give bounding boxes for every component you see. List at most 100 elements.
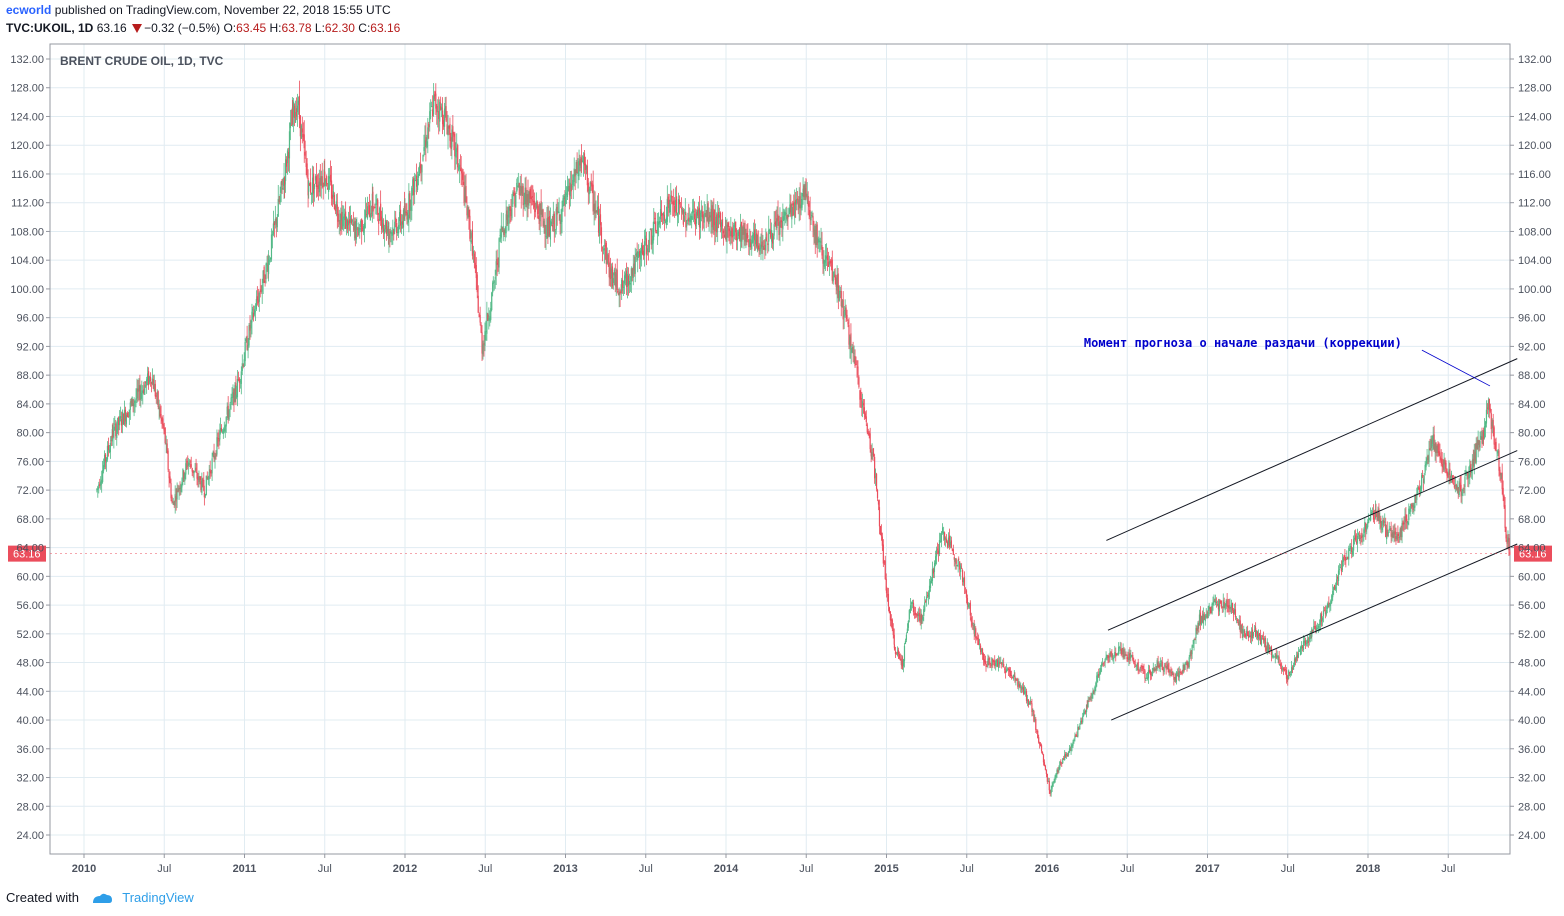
candle-body (805, 193, 807, 198)
candle-body (605, 242, 607, 265)
candle-body (446, 124, 448, 135)
candle-body (718, 212, 720, 218)
candle-body (514, 190, 516, 207)
candle-body (630, 268, 632, 282)
candle (850, 345, 852, 365)
candle (1185, 661, 1187, 666)
candle (556, 198, 558, 226)
candle (573, 157, 575, 187)
candle-body (286, 150, 289, 164)
candle (725, 220, 727, 242)
candle (1128, 649, 1130, 667)
candle-body (407, 214, 409, 223)
candle (982, 652, 985, 666)
candle (342, 205, 344, 230)
candle-body (754, 229, 756, 241)
candle-body (1421, 475, 1423, 489)
candle (348, 206, 351, 231)
candle (306, 158, 308, 179)
candle (735, 221, 737, 241)
candle-body (235, 394, 238, 398)
candle-body (954, 558, 956, 562)
candle-body (113, 426, 115, 439)
candle-body (328, 175, 330, 192)
candle (777, 200, 779, 226)
candle (676, 212, 679, 227)
candle-body (710, 208, 712, 221)
candle (407, 210, 409, 226)
candle (1005, 663, 1008, 673)
y-axis-left[interactable]: 132.00128.00124.00120.00116.00112.00108.… (10, 54, 50, 842)
candle (1290, 670, 1292, 678)
candle (228, 408, 230, 421)
candle (1350, 542, 1352, 554)
y-axis-right[interactable]: 132.00128.00124.00120.00116.00112.00108.… (1510, 54, 1552, 842)
candle-body (430, 109, 432, 111)
candle (1095, 681, 1097, 692)
candle-body (1179, 671, 1181, 673)
candle (272, 210, 275, 237)
candle-body (754, 234, 757, 245)
candle (271, 230, 274, 249)
candle (1233, 603, 1236, 615)
candle (891, 618, 893, 632)
candle-body (136, 388, 138, 399)
candle (935, 546, 938, 565)
candle-body (251, 311, 253, 323)
candle-body (199, 476, 201, 481)
candle-body (848, 324, 850, 345)
candle-body (527, 193, 529, 205)
candle-body (129, 402, 131, 410)
candle (261, 278, 263, 304)
candle-body (1118, 646, 1120, 655)
candle-body (1479, 440, 1481, 448)
tradingview-link[interactable]: TradingView (122, 890, 194, 905)
candle (1158, 663, 1160, 670)
candle (884, 555, 886, 580)
candle (1337, 565, 1340, 586)
candle (1408, 503, 1410, 526)
candle-body (1416, 493, 1418, 501)
candle (1165, 662, 1167, 675)
candle-body (737, 231, 740, 237)
candle-body (662, 212, 665, 216)
candle-body (327, 187, 329, 190)
candle-body (654, 217, 656, 220)
candle (1464, 469, 1466, 496)
candle-body (779, 220, 781, 235)
y-tick-label: 60.00 (16, 571, 44, 583)
candle (165, 435, 167, 454)
candle (1414, 494, 1416, 512)
candle-body (1316, 627, 1318, 632)
candle-body (619, 291, 621, 295)
candle (1059, 760, 1061, 770)
candle-body (1253, 631, 1256, 632)
candle-body (1478, 440, 1480, 445)
candle-body (862, 403, 864, 406)
candle-body (874, 476, 877, 478)
candle-body (580, 157, 583, 163)
x-axis[interactable]: 2010 Jul 2011 Jul 2012 Jul 2013 Jul 2014 Jul 2015 J… (72, 854, 1456, 875)
candle-body (1439, 452, 1441, 457)
candle-body (580, 158, 582, 168)
candle-body (142, 390, 144, 394)
candle-body (1141, 666, 1143, 667)
candle (235, 375, 237, 406)
candle (781, 211, 783, 237)
drawings[interactable]: Момент прогноза о начале раздачи (коррек… (8, 336, 1552, 721)
candle-body (591, 183, 593, 187)
y-tick-label: 68.00 (1518, 514, 1546, 526)
candle-body (406, 212, 408, 220)
candle (1195, 624, 1197, 645)
candle (932, 567, 935, 578)
candle-body (277, 198, 279, 217)
candle (1360, 532, 1362, 546)
candle (576, 152, 578, 174)
candle-body (1503, 495, 1505, 507)
candle-body (567, 185, 570, 191)
candle (524, 177, 526, 212)
candle-body (788, 208, 790, 217)
candle-body (1502, 487, 1504, 497)
author-link[interactable]: ecworld (6, 3, 52, 17)
